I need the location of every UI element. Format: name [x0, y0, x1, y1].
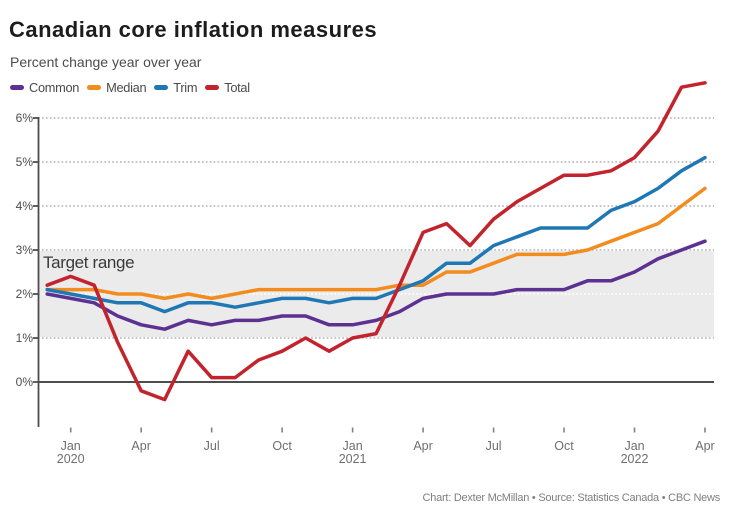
- legend-item-total: Total: [205, 80, 250, 95]
- x-axis-label: Apr: [413, 438, 433, 453]
- x-axis-label: Jan 2021: [338, 438, 367, 466]
- legend-label: Trim: [173, 80, 198, 95]
- chart-credit: Chart: Dexter McMillan • Source: Statist…: [422, 491, 721, 504]
- y-axis-label: 3%: [15, 243, 33, 257]
- x-axis-label: Jan 2020: [56, 438, 85, 466]
- x-axis-label: Jul: [485, 438, 502, 453]
- series-line-median: [45, 186, 707, 301]
- legend-item-common: Common: [10, 80, 79, 95]
- y-axis-label: 1%: [15, 331, 33, 345]
- legend-swatch-icon: [87, 85, 102, 90]
- legend-item-median: Median: [87, 80, 147, 95]
- x-axis-label: Jan 2022: [620, 438, 649, 466]
- x-axis-label: Oct: [554, 438, 574, 453]
- y-axis-label: 0%: [15, 375, 33, 389]
- y-axis-label: 4%: [15, 199, 33, 213]
- legend-swatch-icon: [205, 85, 220, 90]
- chart-title: Canadian core inflation measures: [9, 17, 378, 42]
- series-line-total: [45, 81, 707, 402]
- y-axis-label: 5%: [15, 155, 33, 169]
- y-axis-label: 6%: [15, 111, 33, 125]
- series-line-trim: [45, 155, 707, 314]
- target-range-label: Target range: [43, 252, 135, 272]
- legend-item-trim: Trim: [154, 80, 198, 95]
- x-axis-label: Oct: [272, 438, 292, 453]
- x-axis-label: Jul: [203, 438, 220, 453]
- legend: Common Median Trim Total: [10, 80, 258, 95]
- x-axis-label: Apr: [695, 438, 715, 453]
- legend-label: Total: [224, 80, 250, 95]
- legend-swatch-icon: [10, 85, 24, 90]
- legend-swatch-icon: [154, 85, 169, 90]
- chart-subtitle: Percent change year over year: [10, 54, 202, 70]
- y-axis-label: 2%: [15, 287, 33, 301]
- legend-label: Common: [29, 80, 80, 95]
- legend-label: Median: [106, 80, 147, 95]
- series-line-common: [45, 239, 707, 331]
- x-axis-label: Apr: [131, 438, 151, 453]
- target-range-band: [38, 251, 714, 337]
